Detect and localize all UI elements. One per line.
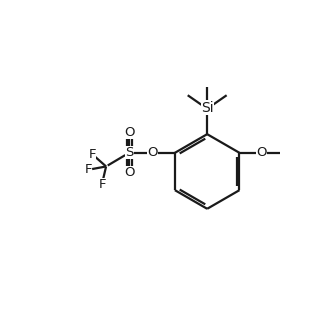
Text: F: F: [84, 163, 92, 176]
Text: O: O: [124, 126, 135, 139]
Text: F: F: [98, 178, 106, 191]
Text: O: O: [148, 146, 158, 159]
Text: O: O: [124, 166, 135, 180]
Text: S: S: [125, 146, 134, 159]
Text: O: O: [256, 146, 267, 159]
Text: Si: Si: [201, 101, 214, 115]
Text: Si: Si: [201, 101, 214, 115]
Text: F: F: [89, 148, 96, 161]
